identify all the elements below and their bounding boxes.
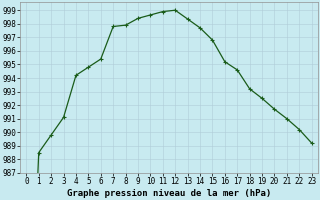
X-axis label: Graphe pression niveau de la mer (hPa): Graphe pression niveau de la mer (hPa) [67,189,271,198]
